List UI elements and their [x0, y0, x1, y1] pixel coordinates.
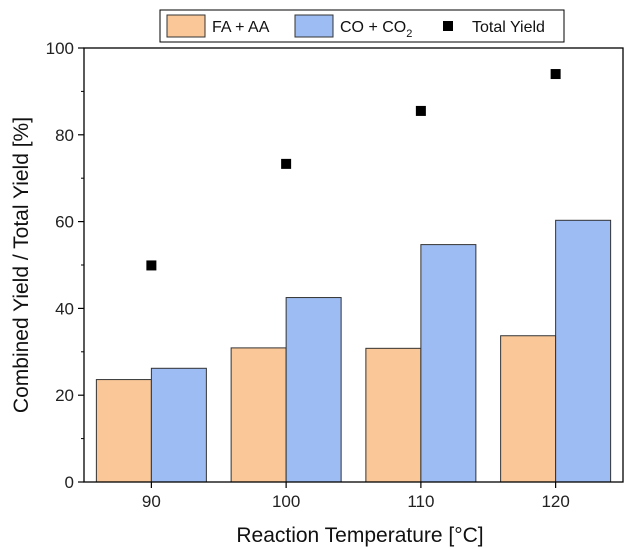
- legend-label-fa-aa: FA + AA: [212, 19, 270, 36]
- y-tick-label-80: 80: [55, 126, 74, 145]
- y-tick-label-20: 20: [55, 386, 74, 405]
- y-axis: 0 20 40 60 80 100: [46, 39, 84, 492]
- x-tick-label-110: 110: [407, 492, 434, 511]
- y-tick-label-0: 0: [65, 473, 74, 492]
- legend-label-co-co2: CO + CO2: [340, 19, 412, 40]
- bar-fa-aa-90: [95, 379, 152, 483]
- x-tick-label-120: 120: [541, 492, 569, 511]
- legend-swatch-co-co2: [294, 14, 334, 38]
- bar-co-co2-120: [555, 219, 612, 483]
- points-layer: [146, 69, 561, 271]
- legend-swatch-fa-aa: [166, 14, 206, 38]
- point-total-yield-100: [281, 158, 292, 169]
- legend: FA + AA CO + CO2 Total Yield: [159, 9, 565, 43]
- x-tick-label-100: 100: [272, 492, 300, 511]
- x-tick-label-90: 90: [142, 492, 161, 511]
- legend-label-total-yield: Total Yield: [472, 19, 545, 36]
- bars-layer: [95, 219, 612, 483]
- point-total-yield-120: [550, 69, 561, 80]
- x-axis: 90 100 110 120: [142, 482, 570, 511]
- point-total-yield-90: [146, 260, 157, 271]
- bar-co-co2-110: [420, 244, 477, 483]
- legend-marker-total-yield: [443, 21, 453, 31]
- bar-fa-aa-100: [230, 347, 287, 483]
- bar-co-co2-100: [285, 297, 342, 483]
- x-axis-title: Reaction Temperature [°C]: [236, 524, 483, 547]
- bar-fa-aa-110: [365, 347, 422, 483]
- bar-co-co2-90: [150, 367, 207, 483]
- y-tick-label-100: 100: [46, 39, 74, 58]
- y-tick-label-40: 40: [55, 299, 74, 318]
- y-axis-title: Combined Yield / Total Yield [%]: [10, 117, 33, 413]
- point-total-yield-110: [415, 105, 426, 116]
- legend-box: [159, 9, 565, 43]
- y-tick-label-60: 60: [55, 213, 74, 232]
- bar-fa-aa-120: [500, 335, 557, 483]
